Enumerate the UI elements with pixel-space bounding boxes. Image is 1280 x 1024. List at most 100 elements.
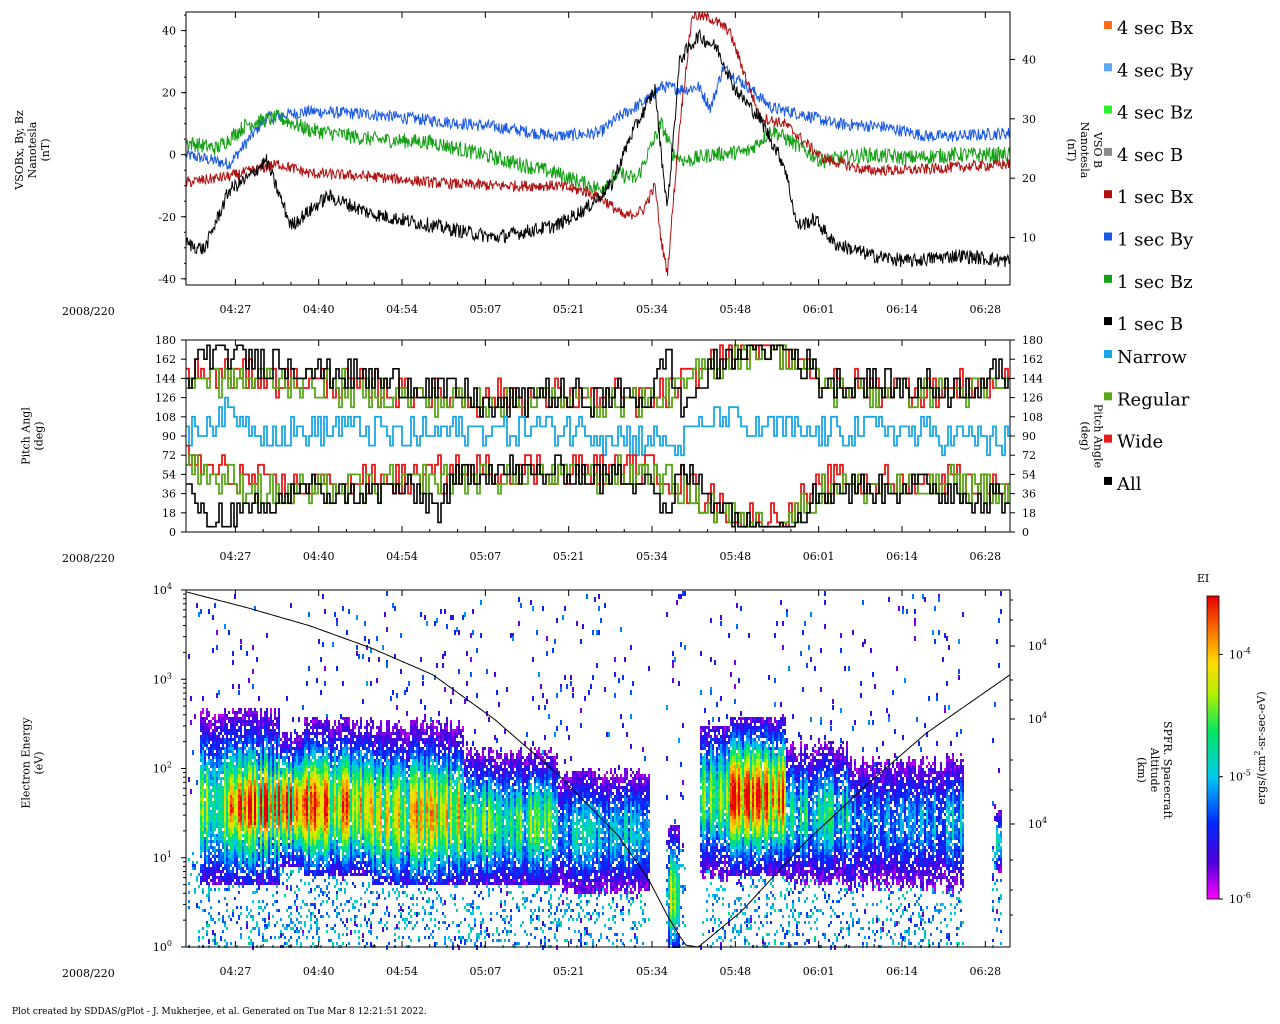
spectrogram-cell [380,744,382,747]
spectrogram-cell [324,819,326,822]
spectrogram-cell [260,822,262,825]
spectrogram-cell [262,801,264,804]
spectrogram-cell [370,756,372,759]
spectrogram-cell [276,732,278,735]
spectrogram-cell [222,852,224,855]
spectrogram-cell [316,804,318,807]
spectrogram-cell [226,879,228,882]
spectrogram-cell [262,798,264,801]
spectrogram-cell [208,780,210,783]
spectrogram-cell [334,795,336,798]
spectrogram-cell [298,792,300,795]
spectrogram-cell [228,813,230,816]
spectrogram-cell [344,831,346,834]
spectrogram-cell [354,819,356,822]
spectrogram-cell [276,852,278,855]
spectrogram-cell [242,801,244,804]
spectrogram-cell [234,804,236,807]
spectrogram-cell [328,861,330,864]
spectrogram-cell [238,801,240,804]
spectrogram-cell [336,774,338,777]
spectrogram-cell [352,759,354,762]
spectrogram-cell [316,723,318,726]
spectrogram-cell [254,798,256,801]
spectrogram-cell [314,741,316,744]
spectrogram-cell [314,786,316,789]
spectrogram-cell [262,873,264,876]
spectrogram-cell [202,780,204,783]
spectrogram-cell [284,843,286,846]
spectrogram-cell [252,918,254,921]
spectrogram-cell [302,798,304,801]
spectrogram-cell [258,777,260,780]
spectrogram-cell [302,816,304,819]
spectrogram-cell [316,738,318,741]
spectrogram-cell [364,816,366,819]
spectrogram-cell [270,759,272,762]
spectrogram-cell [278,783,280,786]
spectrogram-cell [354,906,356,909]
spectrogram-cell [312,741,314,744]
spectrogram-cell [312,756,314,759]
spectrogram-cell [360,825,362,828]
spectrogram-cell [276,789,278,792]
spectrogram-cell [274,777,276,780]
spectrogram-cell [362,804,364,807]
spectrogram-cell [218,801,220,804]
spectrogram-cell [254,765,256,768]
spectrogram-cell [362,933,364,938]
spectrogram-cell [326,726,328,729]
spectrogram-cell [304,786,306,789]
spectrogram-cell [244,858,246,861]
spectrogram-cell [242,810,244,813]
spectrogram-cell [308,762,310,765]
spectrogram-cell [222,804,224,807]
spectrogram-cell [260,795,262,798]
spectrogram-cell [370,930,372,935]
spectrogram-cell [334,855,336,858]
spectrogram-cell [342,933,344,936]
spectrogram-cell [272,783,274,786]
spectrogram-cell [238,768,240,771]
spectrogram-cell [328,792,330,795]
spectrogram-cell [252,858,254,861]
spectrogram-cell [246,729,248,732]
spectrogram-cell [298,762,300,765]
spectrogram-cell [288,756,290,759]
spectrogram-cell [252,684,254,689]
spectrogram-cell [222,858,224,861]
spectrogram-cell [238,831,240,834]
spectrogram-cell [342,876,344,881]
spectrogram-cell [230,918,232,921]
spectrogram-cell [256,852,258,855]
spectrogram-cell [226,798,228,801]
spectrogram-cell [360,867,362,870]
spectrogram-cell [308,744,310,747]
spectrogram-cell [224,732,226,735]
spectrogram-cell [260,804,262,807]
spectrogram-cell [304,864,306,867]
spectrogram-cell [294,837,296,840]
spectrogram-cell [208,882,210,885]
spectrogram-cell [258,933,260,936]
spectrogram-cell [378,795,380,798]
spectrogram-cell [350,828,352,831]
spectrogram-cell [248,942,250,945]
spectrogram-cell [238,786,240,789]
spectrogram-cell [366,783,368,786]
spectrogram-cell [380,834,382,837]
spectrogram-cell [326,840,328,843]
spectrogram-cell [258,927,260,930]
spectrogram-cell [218,834,220,837]
spectrogram-cell [236,744,238,747]
spectrogram-cell [322,813,324,816]
spectrogram-cell [272,804,274,807]
spectrogram-cell [320,798,322,801]
spectrogram-cell [324,774,326,777]
spectrogram-cell [348,717,350,720]
spectrogram-cell [274,792,276,795]
spectrogram-cell [330,789,332,792]
spectrogram-cell [346,762,348,765]
spectrogram-cell [380,765,382,768]
spectrogram-cell [264,855,266,858]
